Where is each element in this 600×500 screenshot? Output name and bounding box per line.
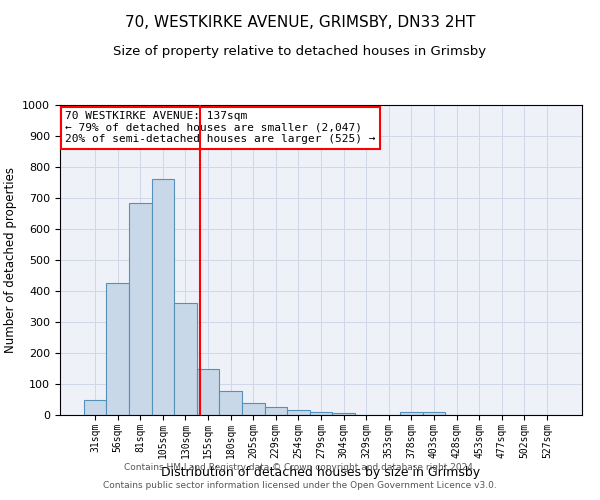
Text: Size of property relative to detached houses in Grimsby: Size of property relative to detached ho… (113, 45, 487, 58)
Text: 70 WESTKIRKE AVENUE: 137sqm
← 79% of detached houses are smaller (2,047)
20% of : 70 WESTKIRKE AVENUE: 137sqm ← 79% of det… (65, 111, 376, 144)
Bar (84, 400, 106, 415)
X-axis label: Distribution of detached houses by size in Grimsby: Distribution of detached houses by size … (161, 466, 481, 479)
Bar (197, 368, 220, 415)
Bar (220, 391, 242, 415)
Bar (265, 406, 287, 415)
Bar (174, 304, 197, 415)
Text: 70, WESTKIRKE AVENUE, GRIMSBY, DN33 2HT: 70, WESTKIRKE AVENUE, GRIMSBY, DN33 2HT (125, 15, 475, 30)
Bar (400, 412, 422, 415)
Bar (422, 412, 445, 415)
Bar (332, 412, 355, 415)
Bar (310, 412, 332, 415)
Bar (287, 410, 310, 415)
Text: Contains public sector information licensed under the Open Government Licence v3: Contains public sector information licen… (103, 481, 497, 490)
Bar (152, 180, 174, 415)
Y-axis label: Number of detached properties: Number of detached properties (4, 167, 17, 353)
Bar (106, 283, 129, 415)
Bar (129, 202, 152, 415)
Text: Contains HM Land Registry data © Crown copyright and database right 2024.: Contains HM Land Registry data © Crown c… (124, 464, 476, 472)
Bar (242, 402, 265, 415)
